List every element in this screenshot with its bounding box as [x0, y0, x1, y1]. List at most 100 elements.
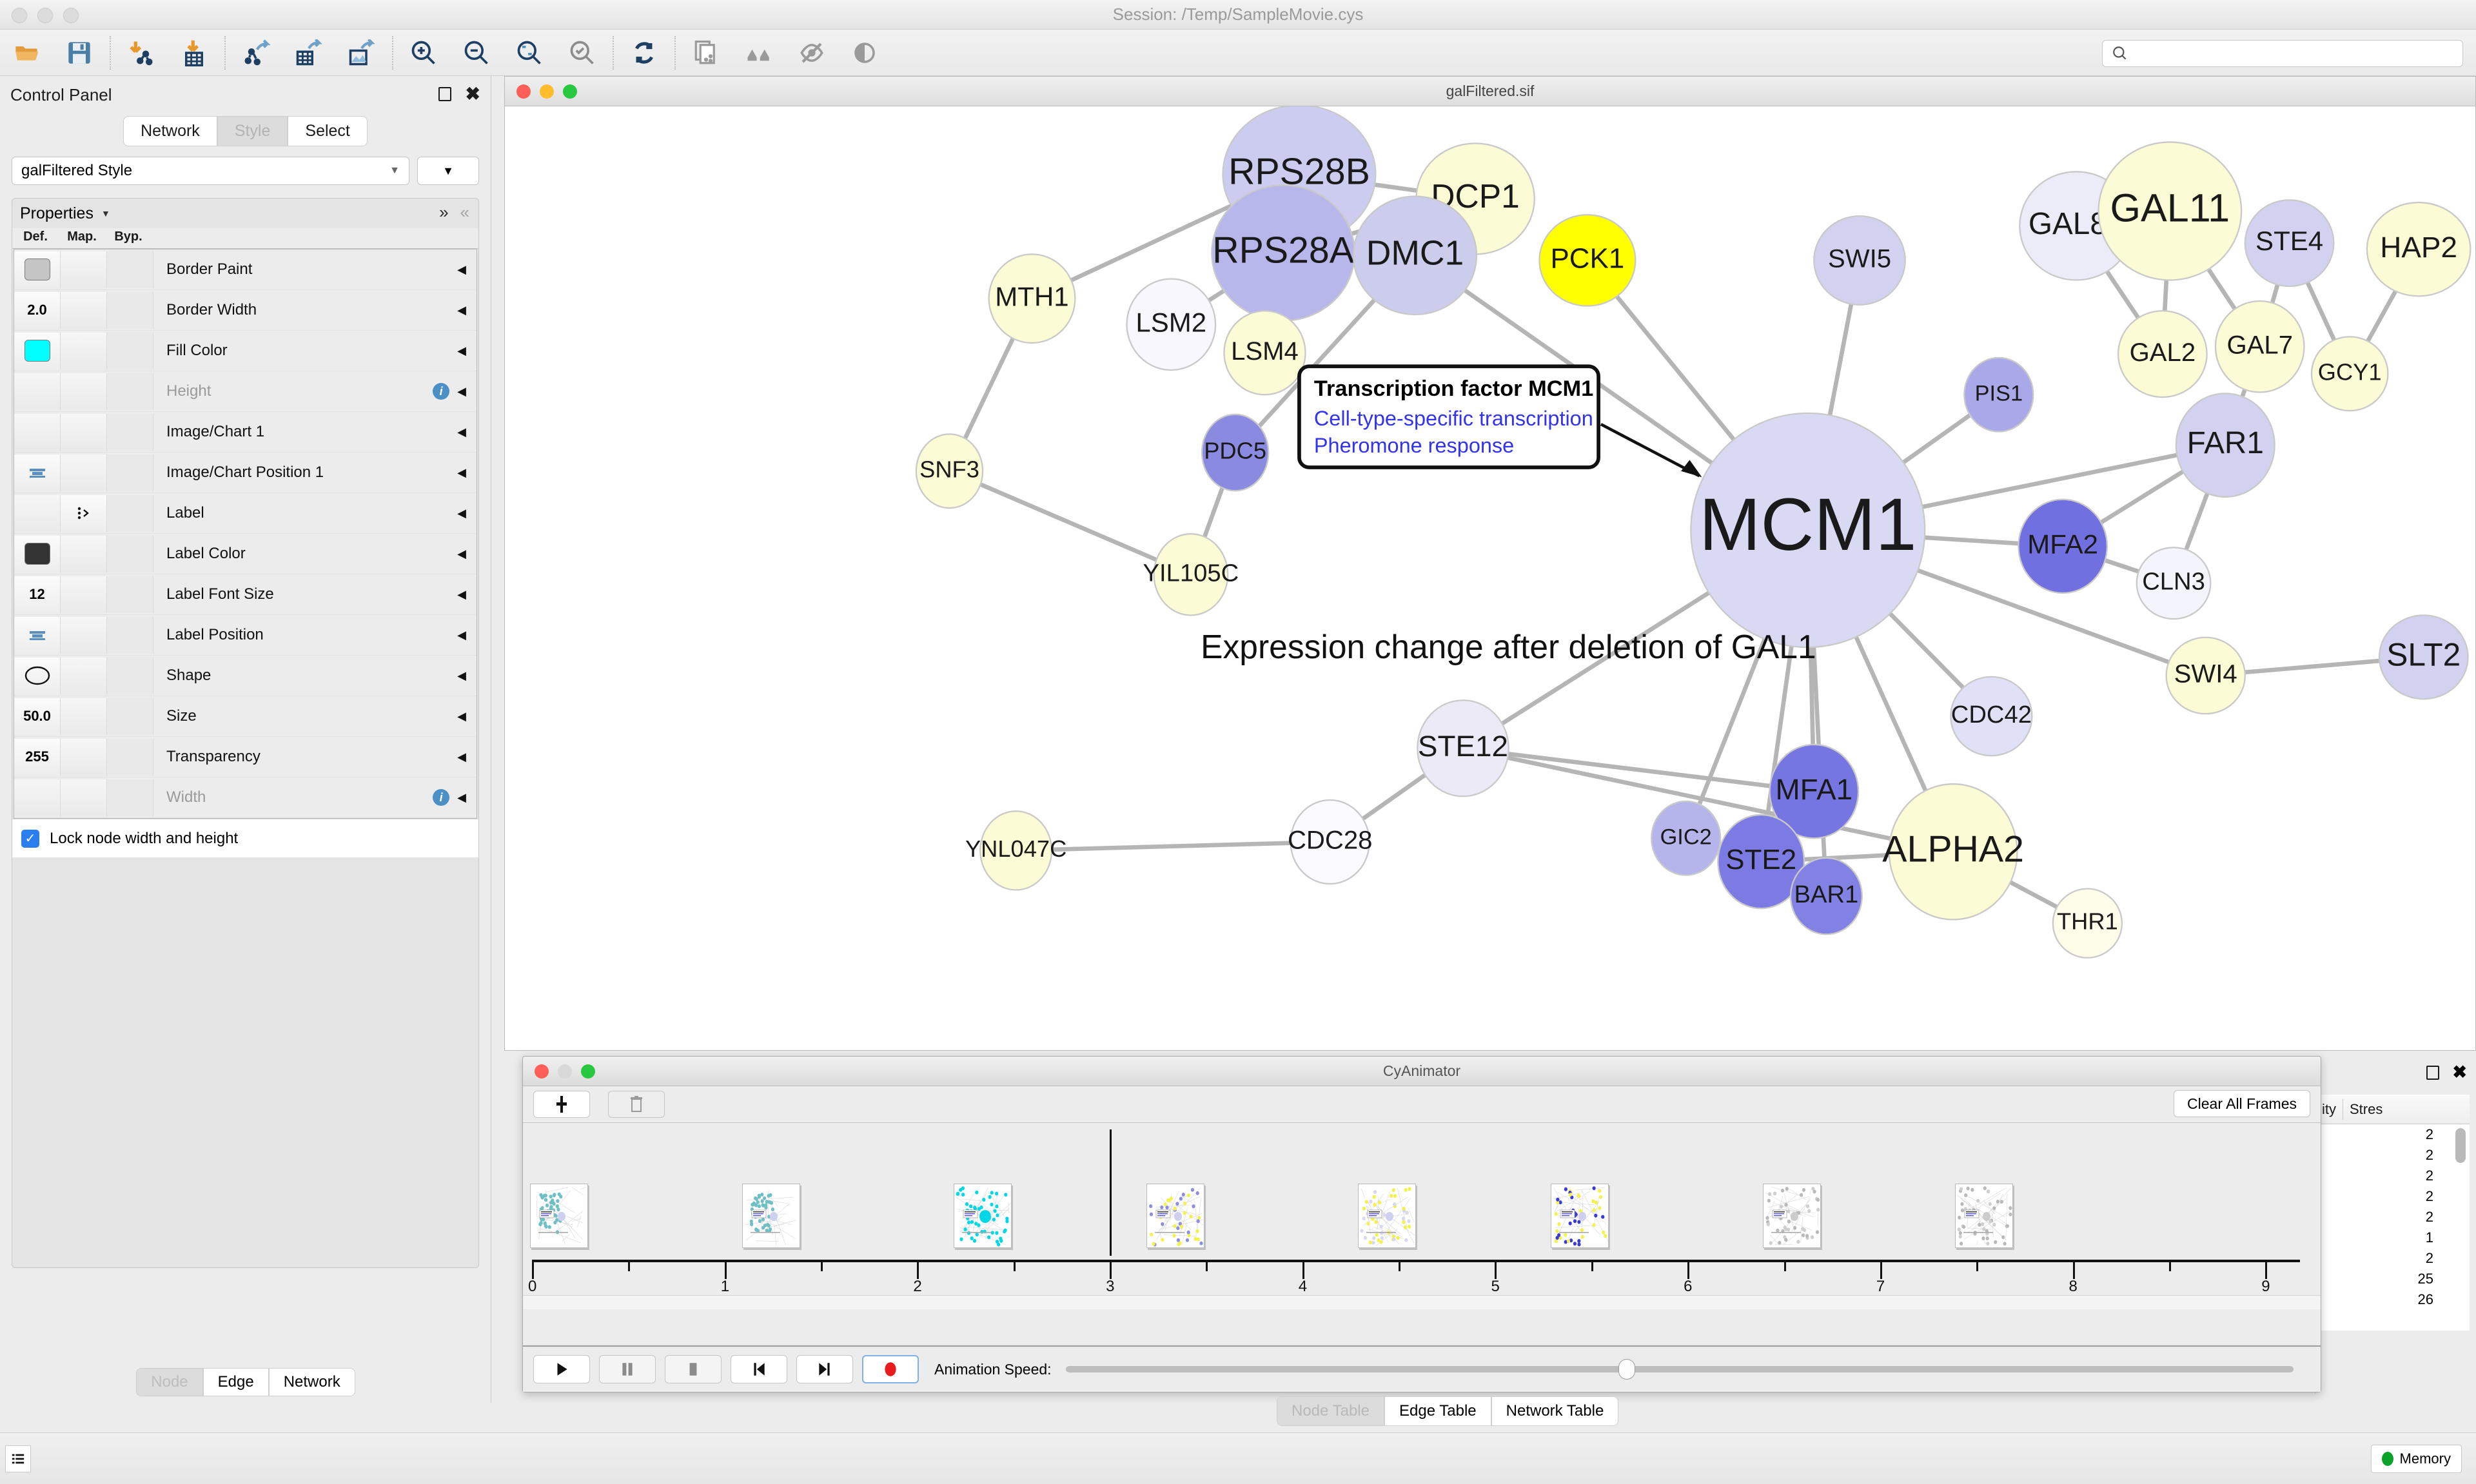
network-node-gcy1[interactable]: GCY1	[2310, 336, 2389, 412]
network-node-cdc28[interactable]: CDC28	[1288, 799, 1372, 885]
stop-button[interactable]	[665, 1355, 722, 1383]
property-row-label-font-size[interactable]: 12 Label Font Size ◀	[14, 574, 477, 615]
property-row-border-width[interactable]: 2.0 Border Width ◀	[14, 290, 477, 331]
next-frame-button[interactable]	[796, 1355, 853, 1383]
pause-button[interactable]	[599, 1355, 656, 1383]
info-icon[interactable]: i	[433, 789, 450, 806]
close-icon[interactable]: ✖	[2452, 1062, 2467, 1082]
network-node-far1[interactable]: FAR1	[2175, 393, 2275, 498]
window-minimize-dot[interactable]	[37, 8, 53, 23]
timeline-frame[interactable]	[742, 1184, 800, 1248]
frame-strip[interactable]	[523, 1184, 2321, 1260]
timeline-frame[interactable]	[1955, 1184, 2014, 1248]
maximize-icon[interactable]	[438, 87, 451, 101]
property-row-height[interactable]: Height i ◀	[14, 371, 477, 412]
table-row[interactable]: 2	[2425, 1126, 2433, 1142]
tab-network-style[interactable]: Network	[268, 1368, 355, 1396]
table-row[interactable]: 2	[2425, 1147, 2433, 1163]
cyanimator-window-controls[interactable]	[535, 1064, 595, 1079]
network-node-mfa1[interactable]: MFA1	[1769, 743, 1860, 839]
property-default-cell[interactable]: 12	[14, 576, 61, 613]
delete-frame-button[interactable]	[608, 1091, 665, 1118]
property-default-cell[interactable]	[14, 657, 61, 694]
zoom-in-icon[interactable]	[397, 30, 450, 76]
network-close-dot[interactable]	[516, 84, 531, 99]
cyanimator-close-dot[interactable]	[535, 1064, 549, 1079]
tab-edge-table[interactable]: Edge Table	[1384, 1396, 1491, 1426]
table-scrollbar[interactable]	[2455, 1128, 2466, 1322]
network-canvas[interactable]: RPS28B DCP1 RPS28A DMC1 PCK1 SWI5 GAL80 GAL11 ST…	[505, 106, 2475, 1050]
export-network-icon[interactable]	[230, 30, 282, 76]
color-swatch[interactable]	[24, 259, 50, 280]
table-row[interactable]: 2	[2425, 1167, 2433, 1184]
property-mapping-cell[interactable]	[61, 454, 107, 491]
network-node-swi5[interactable]: SWI5	[1813, 215, 1906, 306]
table-row[interactable]: 2	[2425, 1250, 2433, 1266]
memory-status-button[interactable]: Memory	[2370, 1444, 2462, 1473]
network-node-gal2[interactable]: GAL2	[2117, 310, 2208, 398]
chevrons-down-icon[interactable]: »	[439, 202, 449, 222]
property-default-cell[interactable]	[14, 616, 61, 654]
network-node-pck1[interactable]: PCK1	[1538, 214, 1636, 307]
tab-select[interactable]: Select	[288, 116, 368, 146]
zoom-fit-icon[interactable]	[503, 30, 556, 76]
cyanimator-maximize-dot[interactable]	[581, 1064, 595, 1079]
expand-arrow-icon[interactable]: ◀	[457, 669, 466, 682]
save-icon[interactable]	[53, 30, 106, 76]
import-network-icon[interactable]	[115, 30, 168, 76]
property-default-cell[interactable]	[14, 373, 61, 410]
new-network-from-selection-icon[interactable]	[680, 30, 732, 76]
lock-node-checkbox[interactable]: ✓	[21, 829, 39, 848]
property-bypass-cell[interactable]	[107, 698, 153, 735]
property-row-label[interactable]: Label ◀	[14, 493, 477, 534]
property-bypass-cell[interactable]	[107, 779, 153, 816]
network-node-ste12[interactable]: STE12	[1417, 699, 1509, 797]
expand-arrow-icon[interactable]: ◀	[457, 628, 466, 641]
property-row-label-position[interactable]: Label Position ◀	[14, 615, 477, 656]
network-node-gal11[interactable]: GAL11	[2098, 141, 2243, 281]
property-bypass-cell[interactable]	[107, 535, 153, 572]
property-row-width[interactable]: Width i ◀	[14, 777, 477, 818]
timeline-frame[interactable]	[954, 1184, 1012, 1248]
property-bypass-cell[interactable]	[107, 494, 153, 532]
table-row[interactable]: 26	[2417, 1291, 2433, 1307]
status-list-button[interactable]	[5, 1445, 31, 1472]
table-rows[interactable]: 2 2 2 2 2 1 2 25 26	[2315, 1124, 2470, 1331]
color-swatch[interactable]	[24, 543, 50, 565]
tab-node[interactable]: Node	[136, 1368, 203, 1396]
animation-speed-slider[interactable]	[1065, 1359, 2294, 1380]
network-node-mcm1[interactable]: MCM1	[1690, 412, 1926, 649]
network-node-lsm4[interactable]: LSM4	[1223, 310, 1306, 396]
network-node-cdc42[interactable]: CDC42	[1950, 676, 2033, 757]
network-node-snf3[interactable]: SNF3	[915, 433, 984, 509]
property-mapping-cell[interactable]	[61, 373, 107, 410]
expand-arrow-icon[interactable]: ◀	[457, 425, 466, 438]
property-mapping-cell[interactable]	[61, 698, 107, 735]
play-button[interactable]	[533, 1355, 590, 1383]
property-default-cell[interactable]	[14, 779, 61, 816]
hide-unselected-icon[interactable]	[785, 30, 838, 76]
network-node-ste2[interactable]: STE2	[1717, 814, 1805, 910]
property-bypass-cell[interactable]	[107, 373, 153, 410]
tab-network-table[interactable]: Network Table	[1491, 1396, 1619, 1426]
tab-style[interactable]: Style	[217, 116, 288, 146]
network-node-alpha2[interactable]: ALPHA2	[1882, 783, 2024, 921]
timeline-playhead[interactable]	[1110, 1129, 1112, 1256]
open-folder-icon[interactable]	[0, 30, 53, 76]
network-node-gal7[interactable]: GAL7	[2214, 300, 2305, 393]
add-frame-button[interactable]	[533, 1091, 590, 1118]
table-row[interactable]: 1	[2425, 1229, 2433, 1245]
property-row-shape[interactable]: Shape ◀	[14, 656, 477, 696]
property-default-cell[interactable]: 50.0	[14, 698, 61, 735]
network-node-ste4[interactable]: STE4	[2244, 199, 2335, 288]
property-row-size[interactable]: 50.0 Size ◀	[14, 696, 477, 737]
chevron-down-icon[interactable]: ▼	[101, 208, 110, 219]
show-all-icon[interactable]	[732, 30, 785, 76]
expand-arrow-icon[interactable]: ◀	[457, 262, 466, 276]
property-mapping-cell[interactable]	[61, 494, 107, 532]
style-select[interactable]: galFiltered Style ▼	[12, 157, 409, 185]
window-close-dot[interactable]	[12, 8, 27, 23]
network-edge[interactable]	[1462, 746, 1954, 854]
property-bypass-cell[interactable]	[107, 576, 153, 613]
table-row[interactable]: 2	[2425, 1209, 2433, 1225]
